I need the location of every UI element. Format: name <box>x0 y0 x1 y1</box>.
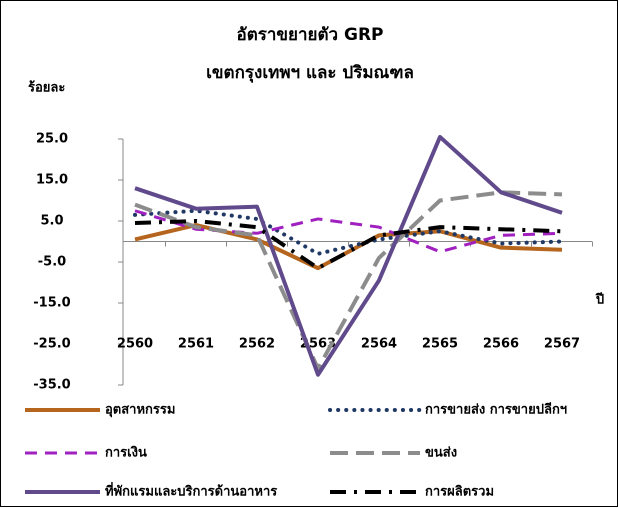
y-tick-label: 25.0 <box>36 132 68 147</box>
x-tick-label: 2562 <box>239 337 275 352</box>
legend-label: การผลิตรวม <box>425 485 494 500</box>
y-tick-label: 5.0 <box>40 214 63 229</box>
x-tick-label: 2566 <box>483 337 519 352</box>
y-tick-label: -25.0 <box>33 337 70 352</box>
x-tick-label: 2561 <box>178 337 214 352</box>
series-line <box>133 208 564 256</box>
chart-title: อัตราขยายตัว GRP <box>236 25 383 45</box>
x-tick-label: 2567 <box>544 337 580 352</box>
series-line <box>134 223 563 271</box>
x-tick-label: 2565 <box>422 337 458 352</box>
legend-label: การขายส่ง การขายปลีกฯ <box>425 402 567 418</box>
x-tick-label: 2564 <box>361 337 397 352</box>
y-axis-label: ร้อยละ <box>28 80 65 96</box>
y-tick-label: -5.0 <box>38 255 66 270</box>
legend-label: การเงิน <box>105 446 147 461</box>
x-axis-label: ปี <box>595 292 604 308</box>
legend-label: อุตสาหกรรม <box>105 403 175 418</box>
series-line <box>134 190 563 371</box>
legend-label: ขนส่ง <box>425 446 457 461</box>
series-line <box>134 134 563 377</box>
series-line <box>134 209 563 254</box>
x-tick-label: 2560 <box>117 337 153 352</box>
y-tick-label: 15.0 <box>36 173 68 188</box>
chart-subtitle: เขตกรุงเทพฯ และ ปริมณฑล <box>206 63 414 83</box>
legend-label: ที่พักแรมและบริการด้านอาหาร <box>105 482 277 500</box>
series-line <box>134 219 563 271</box>
y-tick-label: -15.0 <box>33 296 70 311</box>
y-tick-label: -35.0 <box>33 378 70 393</box>
